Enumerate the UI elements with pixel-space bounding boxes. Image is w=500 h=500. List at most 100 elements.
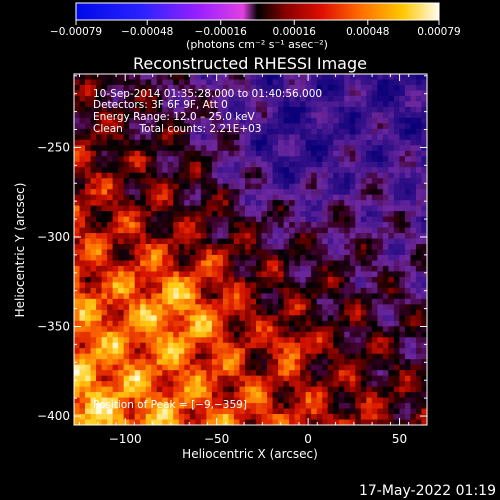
heatmap-cell <box>338 167 345 174</box>
heatmap-cell <box>377 408 384 415</box>
heatmap-cell <box>382 309 389 316</box>
heatmap-cell <box>371 150 378 157</box>
heatmap-cell <box>211 189 219 196</box>
heatmap-cell <box>123 337 130 344</box>
heatmap-cell <box>211 419 219 425</box>
heatmap-cell <box>189 178 196 185</box>
heatmap-cell <box>371 342 378 349</box>
heatmap-cell <box>211 74 219 81</box>
heatmap-cell <box>360 123 367 130</box>
heatmap-cell <box>74 309 81 316</box>
heatmap-cell <box>195 260 202 267</box>
heatmap-cell <box>272 403 279 410</box>
heatmap-cell <box>294 293 301 300</box>
heatmap-cell <box>96 304 103 311</box>
heatmap-cell <box>74 106 81 113</box>
heatmap-cell <box>333 156 340 163</box>
heatmap-cell <box>118 254 125 262</box>
heatmap-cell <box>349 359 356 366</box>
heatmap-cell <box>421 205 427 212</box>
heatmap-cell <box>222 386 230 393</box>
heatmap-cell <box>305 112 312 119</box>
heatmap-cell <box>371 254 378 262</box>
heatmap-cell <box>239 74 246 81</box>
heatmap-cell <box>283 260 290 267</box>
heatmap-cell <box>222 134 230 141</box>
heatmap-cell <box>388 238 395 245</box>
heatmap-cell <box>415 161 423 168</box>
heatmap-cell <box>206 200 213 207</box>
heatmap-cell <box>200 238 207 245</box>
heatmap-cell <box>382 183 389 190</box>
heatmap-cell <box>410 315 417 322</box>
heatmap-cell <box>118 200 125 207</box>
heatmap-cell <box>410 320 417 327</box>
heatmap-cell <box>134 249 141 256</box>
heatmap-cell <box>327 408 334 415</box>
heatmap-cell <box>79 249 86 256</box>
heatmap-cell <box>101 172 108 179</box>
heatmap-cell <box>134 254 141 262</box>
heatmap-cell <box>195 90 202 97</box>
heatmap-cell <box>256 90 263 97</box>
heatmap-cell <box>244 216 252 223</box>
heatmap-cell <box>118 238 125 245</box>
heatmap-cell <box>211 205 219 212</box>
heatmap-cell <box>305 353 312 360</box>
heatmap-cell <box>156 254 163 262</box>
heatmap-cell <box>415 244 423 251</box>
heatmap-cell <box>178 189 185 196</box>
heatmap-cell <box>222 205 230 212</box>
heatmap-cell <box>200 260 207 267</box>
heatmap-cell <box>393 293 401 300</box>
heatmap-cell <box>118 293 125 300</box>
heatmap-cell <box>404 320 412 327</box>
heatmap-cell <box>140 326 147 333</box>
heatmap-cell <box>305 90 312 97</box>
heatmap-cell <box>421 298 427 305</box>
heatmap-cell <box>79 128 86 135</box>
heatmap-cell <box>118 216 125 223</box>
heatmap-cell <box>217 331 224 338</box>
heatmap-cell <box>222 112 230 119</box>
heatmap-cell <box>162 167 169 174</box>
heatmap-cell <box>178 326 185 333</box>
heatmap-cell <box>289 408 296 415</box>
heatmap-cell <box>156 381 163 388</box>
heatmap-cell <box>261 260 268 267</box>
heatmap-cell <box>129 254 136 262</box>
heatmap-cell <box>74 74 81 81</box>
heatmap-cell <box>96 106 103 113</box>
heatmap-cell <box>107 95 114 103</box>
heatmap-cell <box>145 79 152 86</box>
heatmap-cell <box>333 348 340 355</box>
heatmap-cell <box>211 216 219 223</box>
heatmap-cell <box>228 167 235 174</box>
heatmap-cell <box>393 194 401 201</box>
heatmap-cell <box>366 315 373 322</box>
heatmap-cell <box>388 370 395 377</box>
heatmap-cell <box>250 161 257 168</box>
heatmap-cell <box>261 178 268 185</box>
heatmap-cell <box>344 233 351 240</box>
heatmap-cell <box>250 309 257 316</box>
heatmap-cell <box>344 315 351 322</box>
heatmap-cell <box>377 112 384 119</box>
heatmap-cell <box>173 298 180 305</box>
heatmap-cell <box>278 392 285 399</box>
heatmap-cell <box>200 222 207 229</box>
heatmap-cell <box>333 145 340 152</box>
heatmap-cell <box>327 200 334 207</box>
heatmap-cell <box>355 183 362 190</box>
heatmap-cell <box>393 320 401 327</box>
heatmap-cell <box>327 414 334 421</box>
heatmap-cell <box>140 145 147 152</box>
heatmap-cell <box>333 194 340 201</box>
heatmap-cell <box>211 156 219 163</box>
heatmap-cell <box>371 134 378 141</box>
heatmap-cell <box>233 178 241 185</box>
heatmap-cell <box>134 348 141 355</box>
heatmap-cell <box>156 216 163 223</box>
heatmap-cell <box>256 112 263 119</box>
heatmap-cell <box>85 392 92 399</box>
